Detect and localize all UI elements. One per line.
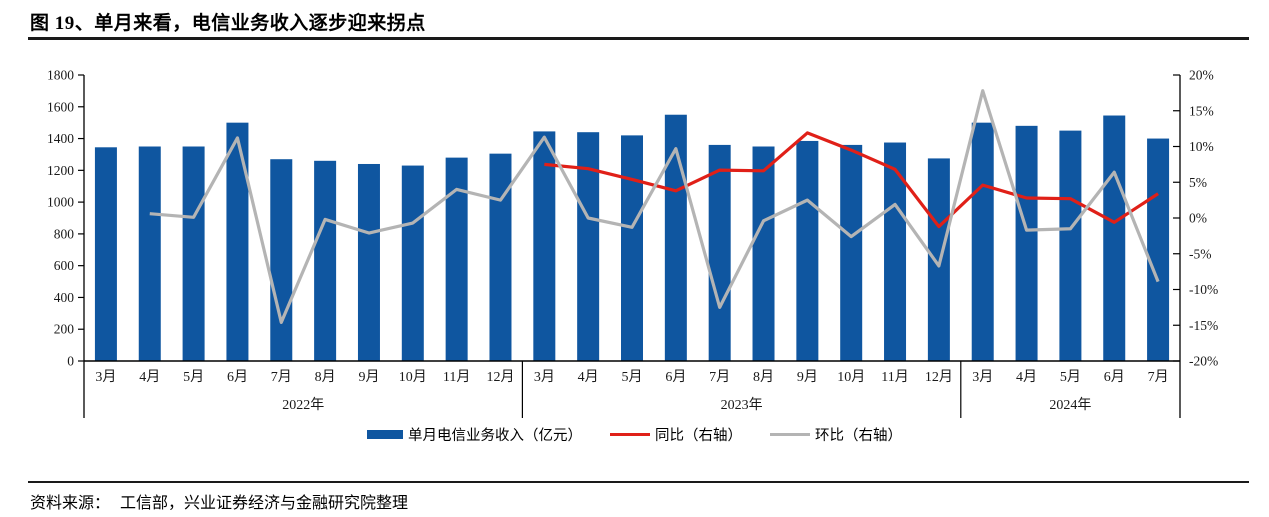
right-axis-tick-label: 20% [1189, 68, 1214, 83]
left-axis-tick-label: 600 [54, 258, 75, 273]
month-label: 6月 [1104, 369, 1125, 385]
left-axis-tick-label: 1800 [47, 68, 74, 83]
left-axis-tick-label: 1400 [47, 131, 74, 146]
chart-legend: 单月电信业务收入（亿元） 同比（右轴） 环比（右轴） [0, 424, 1269, 445]
footer-rule [28, 481, 1249, 483]
yoy-line-swatch-icon [610, 432, 650, 437]
month-label: 11月 [881, 369, 908, 385]
month-label: 8月 [753, 369, 774, 385]
right-axis-tick-label: -15% [1189, 318, 1218, 333]
month-label: 10月 [399, 369, 427, 385]
month-label: 10月 [837, 369, 865, 385]
bar-12 [621, 135, 643, 361]
left-axis-tick-label: 1000 [47, 195, 74, 210]
right-axis-tick-label: 15% [1189, 103, 1214, 118]
year-label: 2022年 [282, 397, 324, 413]
line-series-0 [544, 131, 1159, 229]
month-label: 5月 [622, 369, 643, 385]
legend-label-yoy: 同比（右轴） [655, 428, 742, 444]
bar-20 [971, 122, 994, 362]
bar-2 [182, 146, 205, 361]
bar-5 [314, 160, 337, 361]
bar-9 [489, 153, 512, 361]
bar-22 [1059, 130, 1082, 361]
month-label: 9月 [797, 369, 818, 385]
month-label: 6月 [227, 369, 248, 385]
line-series-1 [149, 89, 1160, 324]
left-axis-tick-label: 800 [54, 226, 75, 241]
bar-0 [94, 147, 117, 361]
legend-item-revenue: 单月电信业务收入（亿元） [367, 424, 582, 445]
title-rule [28, 37, 1249, 40]
source-label: 资料来源： [30, 495, 111, 512]
right-axis-tick-label: -10% [1189, 282, 1218, 297]
month-label: 7月 [1148, 369, 1169, 385]
year-label: 2024年 [1049, 397, 1091, 413]
month-label: 4月 [1016, 369, 1037, 385]
month-label: 7月 [709, 369, 730, 385]
month-label: 6月 [665, 369, 686, 385]
right-axis-tick-label: -20% [1189, 354, 1218, 369]
chart-canvas: 1800 1600 1400 1200 1000 800 600 400 200 0 20% 15% 1… [47, 68, 1218, 418]
year-label: 2023年 [721, 397, 763, 413]
bar-8 [445, 157, 468, 361]
month-label: 5月 [1060, 369, 1081, 385]
month-label: 3月 [95, 369, 116, 385]
mom-line-swatch-icon [770, 432, 810, 437]
month-label: 8月 [315, 369, 336, 385]
bar-23 [1103, 115, 1126, 362]
month-label: 12月 [925, 369, 953, 385]
right-axis-tick-label: -5% [1189, 246, 1212, 261]
figure-title: 图 19、单月来看，电信业务收入逐步迎来拐点 [30, 13, 426, 34]
bar-11 [577, 132, 600, 361]
bar-16 [796, 140, 819, 361]
bar-14 [708, 144, 731, 361]
month-label: 3月 [534, 369, 555, 385]
bar-21 [1015, 125, 1038, 361]
bar-7 [401, 165, 424, 361]
legend-label-revenue: 单月电信业务收入（亿元） [408, 428, 582, 444]
month-label: 12月 [486, 369, 514, 385]
bar-1 [138, 146, 161, 361]
bar-4 [270, 159, 293, 361]
left-axis-tick-label: 200 [54, 322, 75, 337]
bar-10 [533, 131, 556, 361]
bar-3 [226, 122, 249, 362]
right-axis-tick-label: 5% [1189, 175, 1207, 190]
legend-item-mom: 环比（右轴） [770, 424, 902, 445]
month-label: 7月 [271, 369, 292, 385]
left-axis-tick-label: 1600 [47, 99, 74, 114]
left-axis-tick-label: 1200 [47, 163, 74, 178]
legend-item-yoy: 同比（右轴） [610, 424, 742, 445]
right-axis-tick-label: 0% [1189, 211, 1207, 226]
month-label: 5月 [183, 369, 204, 385]
source-text: 工信部，兴业证券经济与金融研究院整理 [120, 495, 409, 512]
bar-18 [884, 142, 907, 361]
bar-6 [357, 163, 380, 361]
month-label: 4月 [139, 369, 160, 385]
legend-label-mom: 环比（右轴） [815, 428, 902, 444]
left-axis-tick-label: 400 [54, 290, 75, 305]
bar-13 [664, 114, 687, 361]
left-axis-tick-label: 0 [67, 354, 74, 369]
bar-17 [840, 144, 863, 361]
month-label: 3月 [972, 369, 993, 385]
bar-24 [1147, 138, 1170, 361]
right-axis-tick-label: 10% [1189, 139, 1214, 154]
source-line: 资料来源： 工信部，兴业证券经济与金融研究院整理 [30, 489, 408, 513]
bar-15 [752, 146, 775, 361]
bar-series-swatch-icon [367, 430, 403, 439]
month-label: 4月 [578, 369, 599, 385]
month-label: 11月 [443, 369, 470, 385]
month-label: 9月 [358, 369, 379, 385]
